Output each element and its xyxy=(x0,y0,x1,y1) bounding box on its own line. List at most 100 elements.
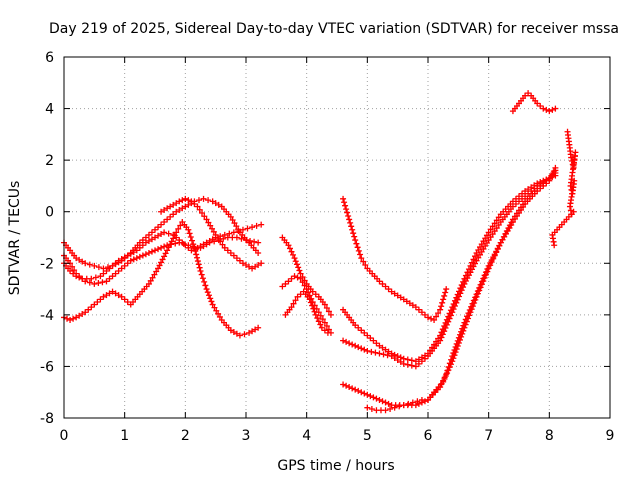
data-point-interp xyxy=(460,327,467,334)
data-point-interp xyxy=(212,200,219,207)
data-point-interp xyxy=(86,261,93,268)
data-point-interp xyxy=(170,211,177,218)
data-point xyxy=(449,309,456,316)
data-point xyxy=(294,293,301,300)
data-point xyxy=(203,286,210,293)
data-point-interp xyxy=(385,348,392,355)
data-point-interp xyxy=(341,199,348,206)
data-point-interp xyxy=(161,253,168,260)
data-point xyxy=(91,280,98,287)
x-tick-label: 4 xyxy=(302,428,311,444)
data-point xyxy=(412,363,419,370)
data-point xyxy=(327,311,334,318)
data-point-interp xyxy=(194,258,201,265)
data-point-interp xyxy=(343,206,350,213)
data-point xyxy=(258,221,265,228)
data-point xyxy=(73,255,80,262)
data-point-interp xyxy=(354,244,361,251)
data-point-interp xyxy=(76,274,83,281)
data-point xyxy=(297,275,304,282)
data-point-interp xyxy=(133,255,140,262)
data-point-interp xyxy=(549,171,556,178)
data-point-interp xyxy=(355,247,362,254)
data-point-interp xyxy=(396,403,403,410)
data-point-interp xyxy=(243,262,249,269)
data-point-interp xyxy=(213,307,220,314)
data-point xyxy=(152,247,158,254)
data-point-interp xyxy=(149,274,156,281)
data-point xyxy=(164,216,171,223)
data-point-interp xyxy=(357,251,364,258)
data-point-interp xyxy=(292,297,299,304)
data-point-interp xyxy=(288,275,295,282)
data-point xyxy=(227,213,234,220)
data-point-interp xyxy=(404,361,411,368)
data-point-interp xyxy=(323,323,330,330)
data-point xyxy=(400,402,407,409)
data-point xyxy=(291,255,298,262)
data-point-interp xyxy=(106,290,113,297)
x-tick-label: 9 xyxy=(606,428,615,444)
data-point xyxy=(364,332,371,339)
data-point-interp xyxy=(438,334,445,341)
data-point-interp xyxy=(382,346,389,353)
data-point-interp xyxy=(444,370,451,377)
data-point-interp xyxy=(145,237,152,244)
data-point xyxy=(109,288,116,295)
data-point xyxy=(551,242,558,249)
data-point-interp xyxy=(151,271,158,278)
data-point-interp xyxy=(450,355,457,362)
data-point xyxy=(303,286,310,293)
data-point-interp xyxy=(512,200,519,207)
data-point-interp xyxy=(145,249,152,256)
data-point-interp xyxy=(155,232,162,239)
data-point xyxy=(236,332,243,339)
data-point-interp xyxy=(361,329,368,336)
data-point xyxy=(391,404,398,411)
data-point-interp xyxy=(70,315,77,322)
data-point-interp xyxy=(454,343,461,350)
data-point-interp xyxy=(478,281,485,288)
data-point-interp xyxy=(253,222,260,229)
data-point xyxy=(364,347,371,354)
grid xyxy=(64,57,610,418)
data-point-interp xyxy=(244,225,251,232)
data-point xyxy=(221,244,228,251)
series-arc-c xyxy=(61,195,262,272)
plot-frame xyxy=(63,56,611,419)
series-arc-h xyxy=(282,288,331,336)
data-point xyxy=(566,203,573,210)
data-point-interp xyxy=(118,265,125,272)
data-point xyxy=(364,404,371,411)
data-point xyxy=(485,237,492,244)
data-point xyxy=(188,198,195,205)
data-point-interp xyxy=(367,335,374,342)
data-point-interp xyxy=(121,262,128,269)
data-point xyxy=(118,257,125,264)
data-point-interp xyxy=(361,346,368,353)
data-point xyxy=(509,203,516,210)
data-point-interp xyxy=(97,296,104,303)
data-point-interp xyxy=(76,312,83,319)
data-point-interp xyxy=(350,230,357,237)
data-point-interp xyxy=(342,202,349,209)
data-point-interp xyxy=(355,324,362,331)
data-point xyxy=(376,350,383,357)
data-point-interp xyxy=(489,223,496,230)
data-point-interp xyxy=(290,251,297,258)
data-point-interp xyxy=(179,197,186,204)
data-point-interp xyxy=(76,256,83,263)
data-point-interp xyxy=(295,264,302,271)
data-point-interp xyxy=(349,226,356,233)
data-point-interp xyxy=(495,214,502,221)
data-point-interp xyxy=(173,200,180,207)
data-point-interp xyxy=(161,243,168,250)
data-point-interp xyxy=(103,268,110,275)
data-point-interp xyxy=(518,204,525,211)
data-point-interp xyxy=(124,298,131,305)
data-point xyxy=(194,203,201,210)
data-point-interp xyxy=(200,243,207,250)
data-point xyxy=(509,198,516,205)
data-point-interp xyxy=(428,315,435,322)
data-point-interp xyxy=(79,258,86,265)
